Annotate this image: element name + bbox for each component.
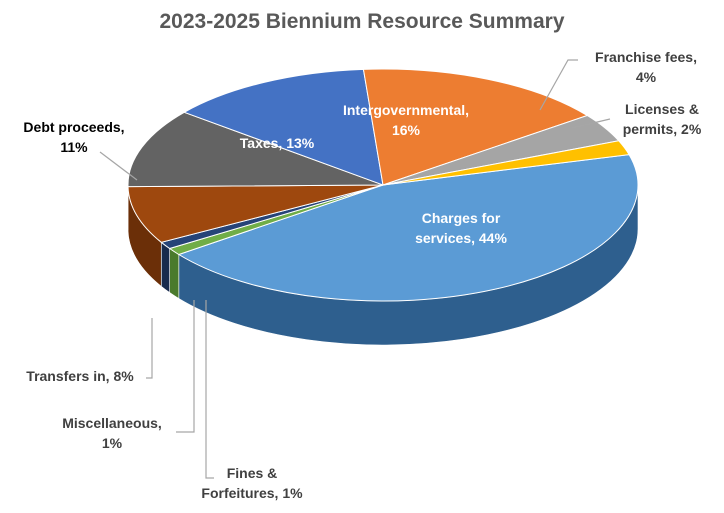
pie-side-fines-and-forfeitures [169, 247, 180, 300]
pie-slice-transfers-in [127, 184, 384, 243]
label-franchise-fees: Franchise fees, 4% [595, 49, 697, 85]
leader-miscellaneous [176, 300, 195, 433]
label-debt-proceeds: Debt proceeds, 11% [23, 119, 124, 155]
leader-transfers-in [146, 318, 153, 379]
slice-labels: Charges for services, 44% Fines & Forfeitur… [23, 49, 701, 501]
label-transfers-in: Transfers in, 8% [26, 368, 134, 384]
leader-franchise-fees [539, 59, 578, 111]
label-licenses-and-permits: Licenses & permits, 2% [623, 101, 702, 137]
label-taxes: Taxes, 13% [240, 135, 315, 151]
pie-slice-taxes [183, 68, 384, 186]
pie-side-miscellaneous [160, 241, 170, 294]
pie-slice-charges-for-services [177, 154, 639, 302]
leader-licenses-and-permits [571, 118, 611, 129]
pie-slice-debt-proceeds [127, 111, 384, 188]
label-charges-for-services: Charges for services, 44% [415, 210, 507, 246]
pie-slice-intergovernmental [362, 68, 589, 186]
leader-lines [99, 59, 611, 479]
pie-sides [127, 184, 639, 346]
chart-title: 2023-2025 Biennium Resource Summary [159, 10, 564, 33]
leader-debt-proceeds [99, 151, 138, 181]
pie-tops [127, 68, 639, 302]
label-intergovernmental: Intergovernmental, 16% [343, 102, 469, 138]
pie-slice-licenses-and-permits [382, 140, 630, 186]
leader-fines-and-forfeitures [205, 300, 214, 479]
label-fines-and-forfeitures: Fines & Forfeitures, 1% [201, 465, 303, 501]
label-miscellaneous: Miscellaneous, 1% [62, 415, 162, 451]
